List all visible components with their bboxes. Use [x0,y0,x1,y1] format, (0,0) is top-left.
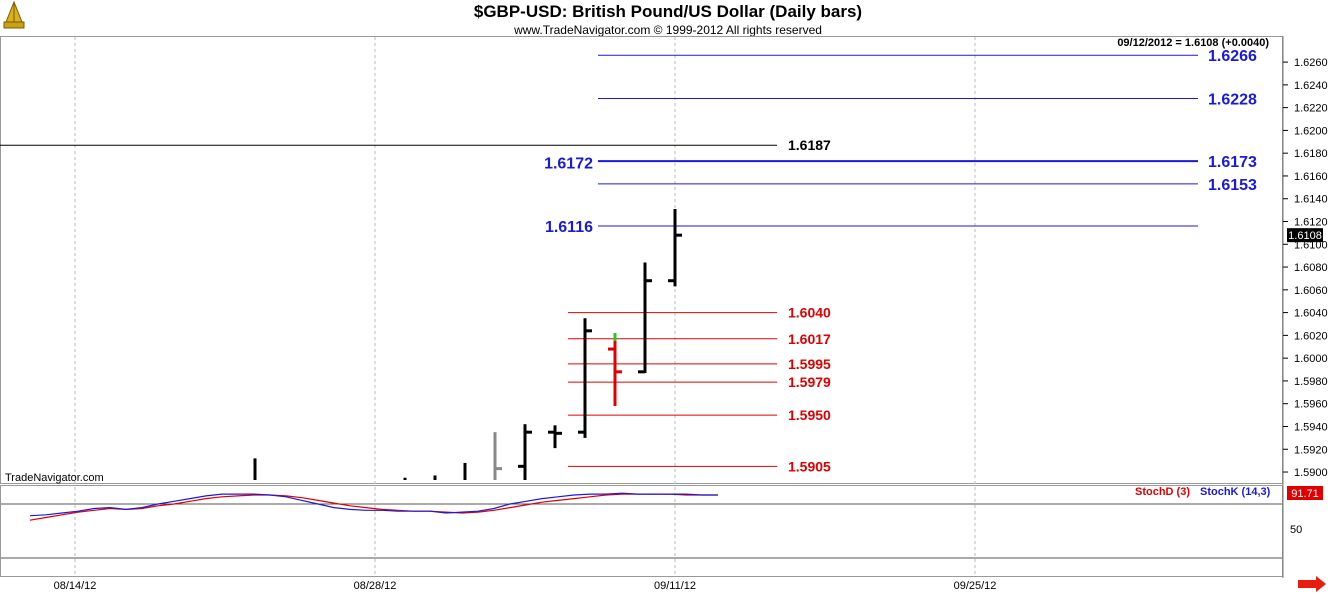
last-price-tag: 1.6108 [1287,228,1323,243]
logo-icon[interactable] [3,0,25,29]
ohlc-bars [253,208,682,480]
y-tick-label-0: 1.6260 [1294,57,1328,69]
y-tick-label-12: 1.6020 [1294,330,1328,342]
ohlc-bar-9 [638,262,652,374]
y-tick-label-16: 1.5940 [1294,421,1328,433]
stoch-value-tag: 91.71 [1287,486,1323,500]
y-tick-label-5: 1.6160 [1294,171,1328,183]
ohlc-bar-10 [668,208,682,287]
price-panel [0,36,1283,484]
reference-label-8: 1.6017 [788,331,831,347]
y-tick-label-7: 1.6120 [1294,217,1328,229]
reference-label-0: 1.6266 [1208,48,1257,65]
ohlc-bar-6 [548,425,562,449]
watermark-text: TradeNavigator.com [5,472,104,484]
stoch-d-legend: StochD (3) [1135,486,1190,498]
chart-subtitle: www.TradeNavigator.com © 1999-2012 All r… [513,23,822,37]
stoch-d-line [29,493,718,521]
reference-label-3: 1.6173 [1208,154,1257,171]
stoch-k-legend: StochK (14,3) [1200,486,1271,498]
x-tick-label-1: 08/28/12 [354,580,397,592]
y-tick-label-3: 1.6200 [1294,125,1328,137]
y-tick-label-10: 1.6060 [1294,285,1328,297]
scroll-right-arrow-icon[interactable] [1298,576,1326,592]
reference-label-5: 1.6153 [1208,177,1257,194]
y-tick-label-9: 1.6080 [1294,262,1328,274]
x-tick-label-3: 09/25/12 [954,580,997,592]
reference-label-12: 1.5905 [788,458,831,474]
price-axis[interactable]: 1.6260 1.6240 1.6220 1.6200 1.6180 1.6160 1.61… [1283,57,1328,479]
y-tick-label-13: 1.6000 [1294,353,1328,365]
last-price-label: 1.6108 [1288,230,1322,242]
chart-title: $GBP-USD: British Pound/US Dollar (Daily… [474,2,862,21]
quote-readout: 09/12/2012 = 1.6108 (+0.0040) [1117,37,1269,49]
ohlc-bar-5 [518,424,532,480]
reference-label-7: 1.6040 [788,305,831,321]
stoch-value-label: 91.71 [1291,488,1319,500]
reference-lines: 1.6266 1.6228 1.6187 1.6173 1.6172 1.6153 1.61… [0,48,1257,474]
y-tick-label-15: 1.5960 [1294,399,1328,411]
reference-label-2: 1.6187 [788,137,831,153]
stoch-k-line [29,492,718,517]
reference-label-10: 1.5979 [788,374,831,390]
y-tick-label-6: 1.6140 [1294,194,1328,206]
date-axis[interactable]: 08/14/12 08/28/12 09/11/12 09/25/12 [54,580,997,592]
y-tick-label-11: 1.6040 [1294,308,1328,320]
reference-label-6: 1.6116 [545,219,593,236]
y-tick-label-18: 1.5900 [1294,467,1328,479]
x-tick-label-0: 08/14/12 [54,580,97,592]
reference-label-4: 1.6172 [544,155,593,172]
y-tick-label-17: 1.5920 [1294,444,1328,456]
ohlc-bar-7 [578,318,592,438]
y-tick-label-14: 1.5980 [1294,376,1328,388]
reference-label-11: 1.5950 [788,407,831,423]
ohlc-bar-4 [493,432,502,480]
stochastic-panel [0,485,1283,577]
stoch-axis-tick-50: 50 [1290,524,1302,536]
y-tick-label-2: 1.6220 [1294,103,1328,115]
reference-label-1: 1.6228 [1208,92,1257,109]
stochastic-lines [1,492,1282,559]
reference-label-9: 1.5995 [788,356,831,372]
y-tick-label-1: 1.6240 [1294,80,1328,92]
y-tick-label-8: 1.6100 [1294,239,1328,251]
y-tick-label-4: 1.6180 [1294,148,1328,160]
ohlc-bar-8 [608,333,622,406]
x-tick-label-2: 09/11/12 [654,580,696,592]
